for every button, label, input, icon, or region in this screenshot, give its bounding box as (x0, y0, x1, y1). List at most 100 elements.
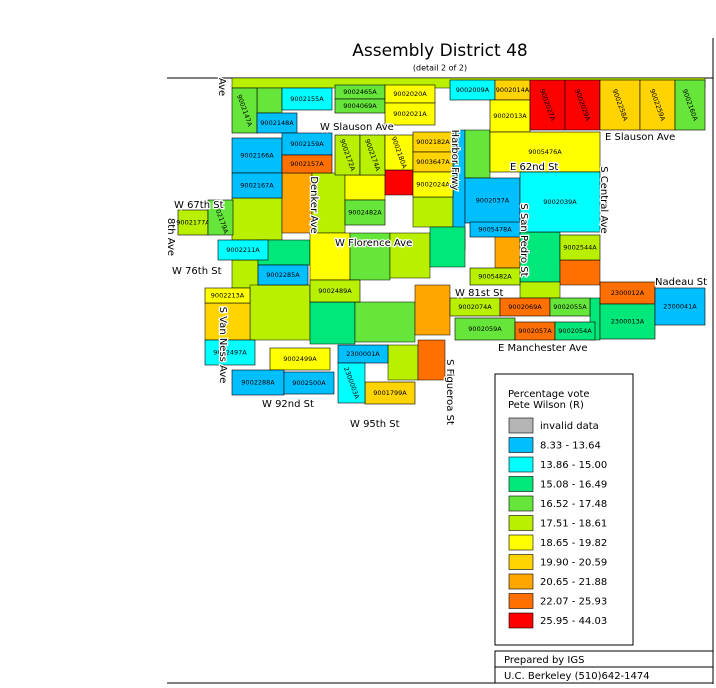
precinct-label: 2300013A (611, 318, 645, 326)
precinct-label: 9002182A (416, 138, 450, 146)
precinct-label: 9002489A (318, 287, 352, 295)
precinct (549, 297, 591, 317)
precinct (334, 134, 361, 176)
map-block (519, 231, 561, 283)
precinct-label: 9002148A (260, 119, 294, 127)
precinct-label: 2300001A (346, 350, 380, 358)
precinct (256, 112, 298, 134)
precinct (412, 171, 454, 198)
precinct (654, 287, 706, 326)
legend-label: 16.52 - 17.48 (540, 499, 607, 510)
precinct (344, 199, 386, 226)
precinct (337, 362, 366, 404)
precinct (217, 239, 269, 261)
legend-swatch (508, 612, 534, 629)
precinct-label: 9005476A (528, 148, 562, 156)
street-label: Harbor Frwy (449, 130, 460, 191)
map-block (344, 174, 386, 201)
map-block (519, 281, 561, 299)
precinct-label: 9002499A (283, 355, 317, 363)
precinct (554, 321, 596, 341)
legend-label: 18.65 - 19.82 (540, 538, 607, 549)
street-label: S San Pedro St (518, 203, 529, 276)
precinct (231, 87, 258, 134)
map-block (387, 344, 419, 381)
legend-swatch (508, 573, 534, 590)
map-block (559, 259, 601, 286)
map-block (494, 231, 521, 269)
precinct (519, 171, 601, 233)
legend-label: 8.33 - 13.64 (540, 441, 601, 452)
footer-box (494, 666, 714, 684)
precinct-label: 9002288A (241, 379, 275, 387)
precinct (564, 79, 601, 131)
precinct-label: 2300041A (663, 303, 697, 311)
precinct (489, 99, 531, 133)
precinct-label: 9002009A (456, 86, 490, 94)
street-label: W 95th St (350, 419, 400, 430)
map-block (414, 284, 451, 336)
precinct (231, 172, 283, 199)
precinct-label: 9005482A (478, 273, 512, 281)
precinct-label: 9002159A (290, 140, 324, 148)
precinct-label: 9002211A (226, 246, 260, 254)
precinct (207, 199, 234, 236)
legend-swatch (508, 495, 534, 512)
map-block (231, 197, 283, 241)
map-block (231, 259, 259, 289)
precinct-label: 9002057A (518, 327, 552, 335)
street-label: S Figueroa St (444, 359, 455, 425)
legend-label: 19.90 - 20.59 (540, 558, 607, 569)
street-label: Denker Ave (308, 176, 319, 233)
precinct-label: 9002157A (290, 160, 324, 168)
street-label: E Slauson Ave (605, 132, 675, 143)
map-block (256, 87, 283, 114)
precinct (281, 87, 333, 111)
precinct-label: 9002213A (211, 292, 245, 300)
map-block (309, 232, 351, 281)
legend-title: Percentage vote (508, 389, 590, 400)
precinct-label: 9005478A (478, 226, 512, 234)
street-label: W 67th St (174, 200, 224, 211)
precinct-label: 2300012A (611, 289, 645, 297)
legend-label: 22.07 - 25.93 (540, 597, 607, 608)
map-block (349, 232, 391, 281)
subtitle: (detail 2 of 2) (413, 64, 467, 73)
legend-swatch (508, 515, 534, 531)
map-block (354, 301, 416, 343)
street-label: S Central Ave (598, 166, 609, 233)
legend-swatch (508, 554, 534, 570)
street-label: S Van Ness Ave (217, 307, 228, 384)
footer-text: U.C. Berkeley (510)642-1474 (504, 671, 650, 682)
map-block (429, 226, 466, 268)
precinct-label: 9002074A (458, 303, 492, 311)
street-label: E Manchester Ave (498, 343, 587, 354)
map-block (309, 301, 356, 345)
legend-swatch (508, 456, 534, 473)
map-block (249, 284, 311, 341)
map-block (464, 129, 491, 179)
street-label: E 62nd St (510, 162, 558, 173)
precinct-label: 9002500A (292, 379, 326, 387)
legend-label: 20.65 - 21.88 (540, 577, 607, 588)
precinct-label: 9004069A (343, 102, 377, 110)
precinct-label: 9002069A (508, 303, 542, 311)
precinct (231, 369, 285, 396)
map-block (412, 196, 454, 228)
precinct-label: 9002014A (496, 86, 530, 94)
precinct-label: 9002020A (393, 90, 427, 98)
precinct-label: 9002054A (558, 327, 592, 335)
precinct (559, 234, 601, 261)
precinct (469, 267, 521, 286)
legend-swatch (508, 476, 534, 492)
precinct-label: 9002021A (393, 110, 427, 118)
precinct (639, 79, 676, 131)
legend-swatch (508, 534, 534, 551)
precinct-label: 9002059A (468, 325, 502, 333)
street-label: Ave (216, 78, 227, 96)
precinct-label: 9003647A (416, 158, 450, 166)
street-layer: Ave W Slauson Ave E Slauson Ave E 62nd St W … (164, 77, 709, 432)
legend-label: invalid data (540, 421, 599, 432)
precinct (269, 347, 331, 371)
precinct-label: 9002177A (176, 219, 210, 227)
